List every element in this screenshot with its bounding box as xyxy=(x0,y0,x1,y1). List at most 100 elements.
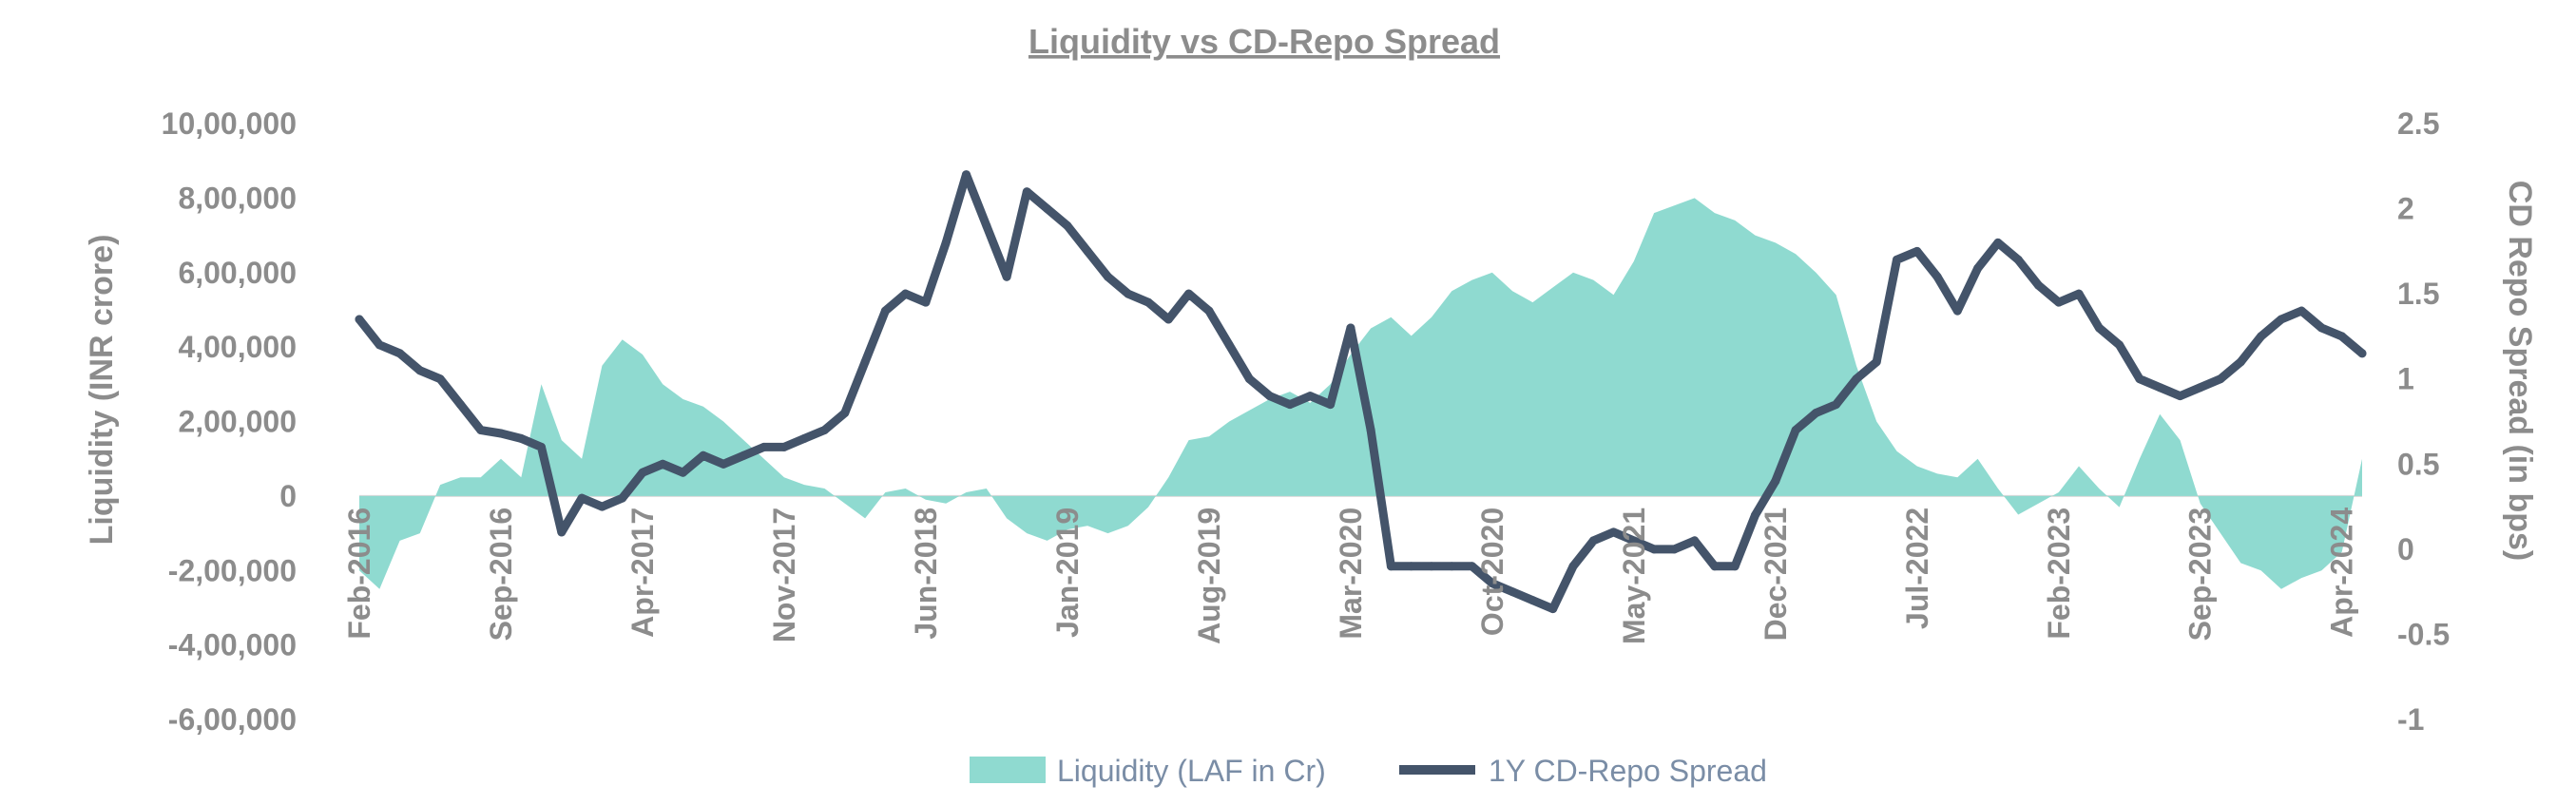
x-tick-label: Oct-2020 xyxy=(1475,508,1509,636)
spread-point xyxy=(2115,340,2124,350)
spread-point xyxy=(840,409,850,417)
spread-point xyxy=(1568,562,1578,571)
spread-point xyxy=(2257,332,2266,341)
spread-point xyxy=(1751,510,1759,520)
spread-point xyxy=(1144,297,1153,307)
spread-point xyxy=(1204,306,1214,316)
spread-point xyxy=(1893,255,1901,264)
left-axis-title: Liquidity (INR crore) xyxy=(84,235,120,546)
legend-swatch-liquidity xyxy=(970,757,1046,783)
right-tick-label: 0.5 xyxy=(2397,447,2439,481)
x-tick-label: May-2021 xyxy=(1617,508,1651,644)
spread-point xyxy=(2357,349,2367,358)
spread-point xyxy=(962,170,971,180)
right-tick-label: 0 xyxy=(2397,532,2414,566)
spread-line-layer xyxy=(355,170,2367,614)
legend-label-liquidity: Liquidity (LAF in Cr) xyxy=(1057,754,1326,788)
spread-point xyxy=(1265,392,1275,401)
spread-point xyxy=(1244,374,1254,384)
spread-point xyxy=(1326,400,1336,410)
spread-point xyxy=(1224,340,1234,350)
x-tick-label: Sep-2023 xyxy=(2183,508,2218,642)
left-tick-label: 4,00,000 xyxy=(178,330,297,364)
spread-point xyxy=(1811,409,1820,417)
spread-point xyxy=(1305,392,1315,401)
right-tick-label: -1 xyxy=(2397,702,2424,737)
x-tick-label: Sep-2016 xyxy=(484,508,518,642)
spread-point xyxy=(1730,562,1740,571)
spread-point xyxy=(2337,332,2347,341)
spread-point xyxy=(1710,562,1720,571)
spread-point xyxy=(537,442,546,451)
spread-point xyxy=(415,366,425,375)
spread-point xyxy=(880,306,890,316)
spread-point xyxy=(2155,383,2164,393)
spread-point xyxy=(2034,280,2043,290)
spread-point xyxy=(1588,536,1598,546)
x-tick-label: Feb-2023 xyxy=(2042,508,2076,640)
spread-point xyxy=(982,221,991,230)
spread-point xyxy=(638,468,647,477)
right-tick-label: 1 xyxy=(2397,362,2414,396)
spread-point xyxy=(1791,426,1800,434)
spread-point xyxy=(2094,323,2104,333)
spread-point xyxy=(2135,374,2144,384)
spread-point xyxy=(1366,426,1375,434)
right-tick-label: 2.5 xyxy=(2397,106,2439,141)
spread-point xyxy=(1609,527,1618,537)
spread-point xyxy=(1932,272,1942,281)
left-tick-label: 10,00,000 xyxy=(162,106,297,141)
spread-point xyxy=(476,426,486,434)
x-tick-label: Aug-2019 xyxy=(1192,508,1226,644)
left-tick-label: 6,00,000 xyxy=(178,256,297,290)
spread-point xyxy=(1083,246,1092,256)
spread-point xyxy=(496,429,506,438)
spread-point xyxy=(1184,289,1194,298)
right-axis-title: CD Repo Spread (in bps) xyxy=(2502,181,2538,561)
spread-point xyxy=(597,502,606,511)
spread-point xyxy=(1447,562,1456,571)
spread-point xyxy=(2176,392,2184,401)
spread-point xyxy=(1528,596,1537,605)
spread-point xyxy=(618,493,627,503)
spread-point xyxy=(1913,246,1922,256)
spread-point xyxy=(1771,476,1780,486)
spread-point xyxy=(1690,536,1700,546)
spread-point xyxy=(941,238,951,247)
spread-point xyxy=(1063,221,1072,230)
spread-point xyxy=(679,468,687,477)
spread-point xyxy=(516,433,526,443)
spread-point xyxy=(719,459,728,469)
spread-point xyxy=(1468,562,1477,571)
right-tick-label: -0.5 xyxy=(2397,617,2450,651)
spread-point xyxy=(1973,263,1983,273)
left-tick-label: -4,00,000 xyxy=(168,628,297,662)
right-tick-label: 2 xyxy=(2397,192,2414,226)
spread-point xyxy=(2216,374,2225,384)
spread-point xyxy=(455,400,465,410)
spread-point xyxy=(1124,289,1133,298)
spread-point xyxy=(2054,297,2064,307)
left-tick-label: 8,00,000 xyxy=(178,181,297,215)
spread-point xyxy=(395,349,405,358)
legend: Liquidity (LAF in Cr) 1Y CD-Repo Spread xyxy=(970,754,1767,788)
spread-point xyxy=(1832,400,1841,410)
spread-point xyxy=(1163,315,1173,324)
spread-point xyxy=(1548,604,1558,614)
spread-point xyxy=(1649,545,1659,554)
spread-point xyxy=(799,433,809,443)
spread-point xyxy=(2277,315,2286,324)
left-tick-label: -2,00,000 xyxy=(168,553,297,587)
x-tick-label: Jun-2018 xyxy=(909,508,943,640)
spread-point xyxy=(1386,562,1395,571)
spread-point xyxy=(2196,383,2205,393)
spread-point xyxy=(860,357,870,367)
spread-point xyxy=(355,315,364,324)
x-axis-ticks: Feb-2016 Sep-2016 Apr-2017 Nov-2017 Jun-2018… xyxy=(342,508,2359,644)
spread-point xyxy=(1993,238,2003,247)
spread-point xyxy=(375,340,384,350)
spread-point xyxy=(1407,562,1416,571)
x-tick-label: Feb-2016 xyxy=(342,508,376,640)
x-tick-label: Apr-2017 xyxy=(625,508,660,638)
right-tick-label: 1.5 xyxy=(2397,277,2439,311)
